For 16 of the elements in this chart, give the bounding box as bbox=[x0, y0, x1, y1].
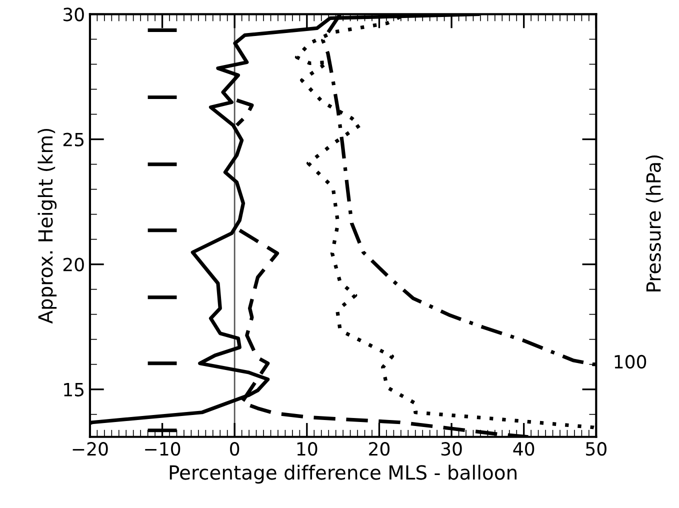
y-axis-title: Approx. Height (km) bbox=[38, 128, 57, 324]
y2-axis-title: Pressure (hPa) bbox=[646, 155, 664, 292]
x-tick-label: 50 bbox=[586, 442, 606, 456]
x-tick-label: −20 bbox=[72, 442, 108, 456]
y-tick-label: 30 bbox=[64, 8, 84, 22]
x-tick-label: 40 bbox=[513, 442, 534, 456]
x-tick-label: 0 bbox=[230, 442, 240, 456]
x-axis-title: Percentage difference MLS - balloon bbox=[170, 464, 516, 484]
x-tick-label: 10 bbox=[297, 442, 318, 456]
annotation: 100 bbox=[614, 354, 646, 369]
y-tick-label: 15 bbox=[64, 383, 84, 396]
y-tick-label: 20 bbox=[63, 258, 84, 272]
x-tick-label: 20 bbox=[369, 442, 390, 456]
x-tick-label: −10 bbox=[145, 442, 180, 456]
y-tick-label: 25 bbox=[63, 132, 84, 146]
x-tick-label: 30 bbox=[441, 442, 462, 456]
